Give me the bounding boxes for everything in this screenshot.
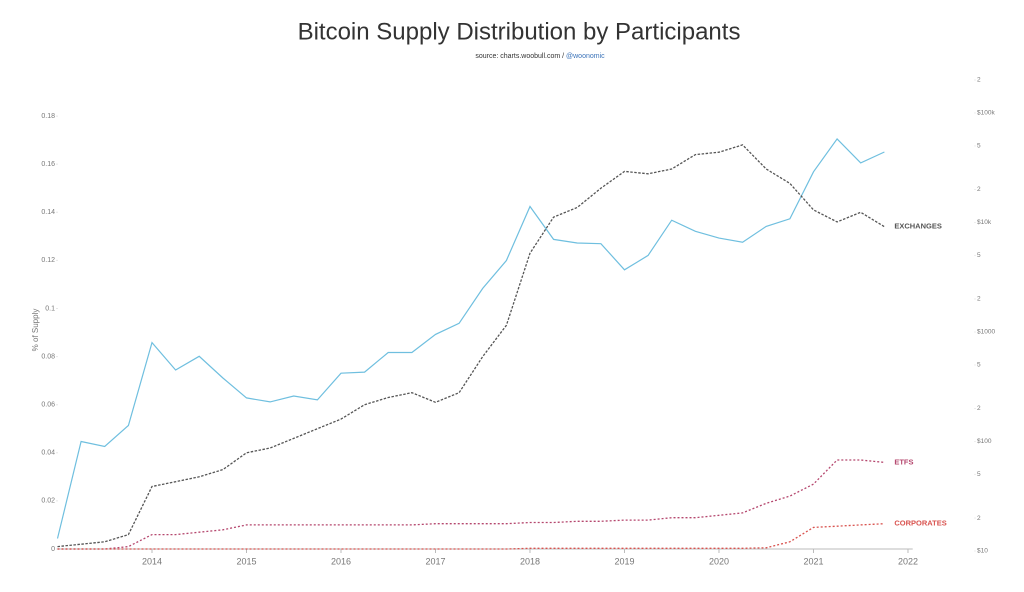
x-tick-label: 2019	[614, 556, 634, 566]
y2-tick-label: 2	[977, 405, 981, 412]
y-tick-label: 0.12	[41, 257, 55, 264]
y-tick-label: 0.02	[41, 498, 55, 505]
y-tick-label: 0.1	[45, 305, 55, 312]
series-line	[57, 459, 885, 550]
series-line	[57, 144, 885, 548]
chart-title: Bitcoin Supply Distribution by Participa…	[298, 18, 741, 45]
y-tick-label: 0.14	[41, 209, 55, 216]
y2-tick-label: 5	[977, 471, 981, 478]
y2-tick-label: 2	[977, 515, 981, 522]
chart-subtitle: source: charts.woobull.com / @woonomic	[475, 53, 605, 60]
x-tick-label: 2016	[331, 556, 351, 566]
y2-tick-label: $10	[977, 548, 988, 555]
y2-tick-label: 2	[977, 77, 981, 84]
series-line	[56, 137, 885, 539]
x-tick-label: 2022	[898, 556, 918, 566]
x-tick-label: 2018	[520, 556, 540, 566]
series-end-label: ETFS	[894, 457, 913, 466]
y-axis-title: % of Supply	[31, 309, 40, 352]
y2-tick-label: $10k	[977, 219, 992, 226]
y-tick-label: 0.16	[41, 161, 55, 168]
x-tick-label: 2014	[142, 556, 162, 566]
y-tick-label: 0	[51, 546, 55, 553]
x-tick-label: 2021	[803, 556, 823, 566]
y-tick-label: 0.18	[41, 113, 55, 120]
y2-tick-label: 5	[977, 252, 981, 259]
x-tick-label: 2020	[709, 556, 729, 566]
series-line	[57, 523, 885, 550]
x-tick-label: 2015	[236, 556, 256, 566]
y-tick-label: 0.08	[41, 353, 55, 360]
y2-tick-label: 2	[977, 296, 981, 303]
series-end-label: CORPORATES	[894, 519, 946, 528]
y-tick-label: 0.04	[41, 450, 55, 457]
y2-tick-label: $100	[977, 438, 992, 445]
y2-tick-label: $100k	[977, 110, 995, 117]
x-tick-label: 2017	[425, 556, 445, 566]
subtitle-handle: @woonomic	[566, 53, 605, 60]
subtitle-source: source: charts.woobull.com /	[475, 53, 564, 60]
y2-tick-label: 2	[977, 186, 981, 193]
y2-tick-label: 5	[977, 362, 981, 369]
series-end-label: EXCHANGES	[894, 222, 942, 231]
y2-tick-label: 5	[977, 143, 981, 150]
y-tick-label: 0.06	[41, 402, 55, 409]
y2-tick-label: $1000	[977, 329, 995, 336]
